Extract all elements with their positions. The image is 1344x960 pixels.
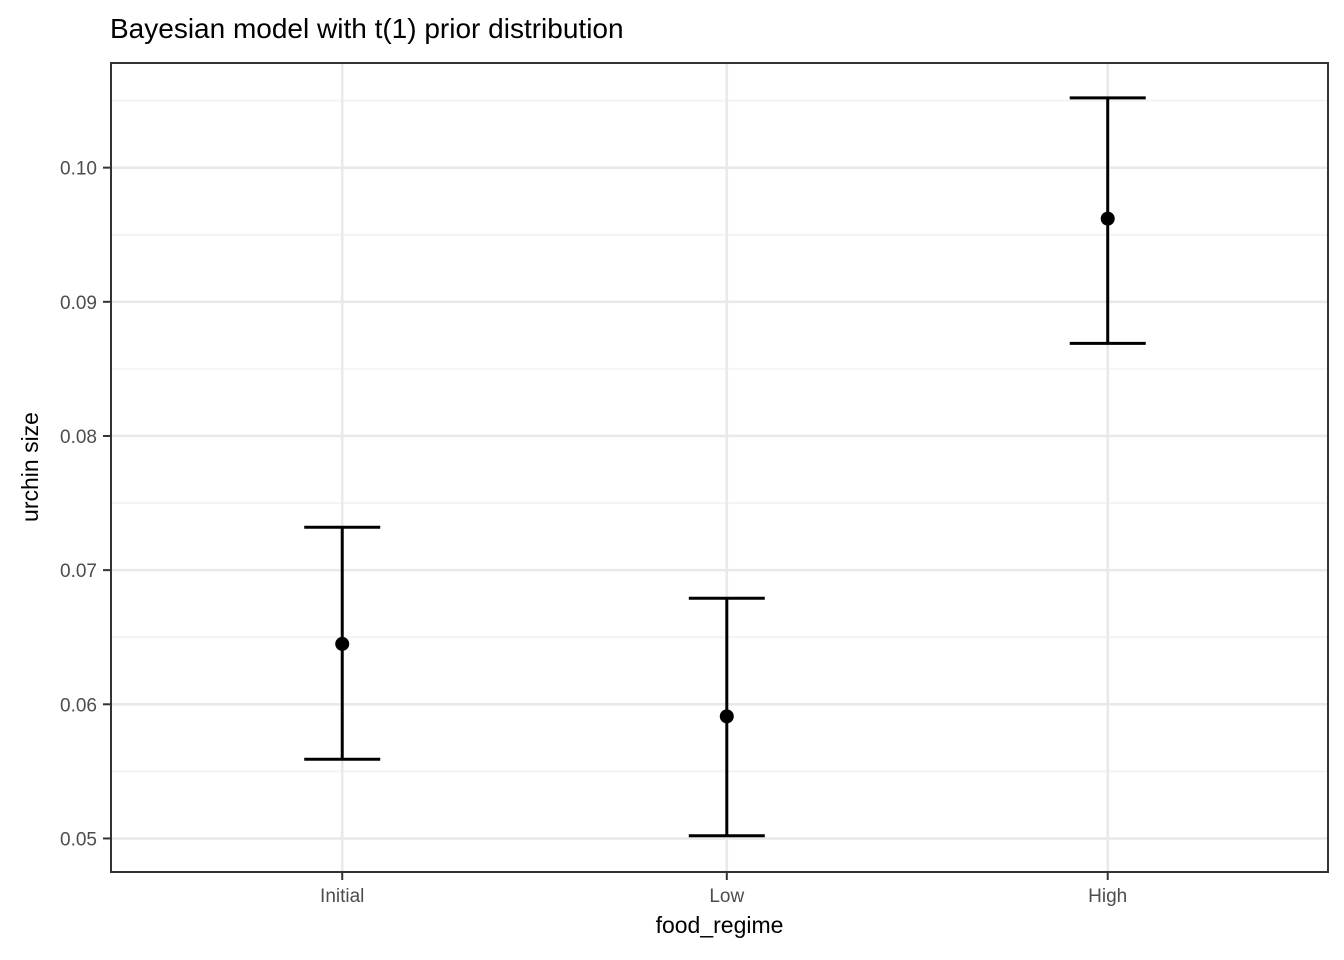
data-point xyxy=(719,709,734,724)
y-tick-label: 0.07 xyxy=(60,561,97,582)
y-tick-label: 0.09 xyxy=(60,293,97,314)
x-tick-label: High xyxy=(1088,886,1127,907)
data-point xyxy=(335,636,350,651)
panel-background xyxy=(111,63,1328,872)
y-tick-label: 0.10 xyxy=(60,159,97,180)
y-axis-title: urchin size xyxy=(16,412,43,522)
data-point xyxy=(1100,211,1115,226)
y-tick-label: 0.06 xyxy=(60,695,97,716)
y-tick-label: 0.08 xyxy=(60,427,97,448)
x-tick-label: Low xyxy=(709,886,744,907)
panel-border xyxy=(110,62,1329,873)
x-axis-title: food_regime xyxy=(655,912,784,938)
y-tick-label: 0.05 xyxy=(60,829,97,850)
chart-title: Bayesian model with t(1) prior distribut… xyxy=(110,13,624,44)
x-tick-label: Initial xyxy=(320,886,364,907)
